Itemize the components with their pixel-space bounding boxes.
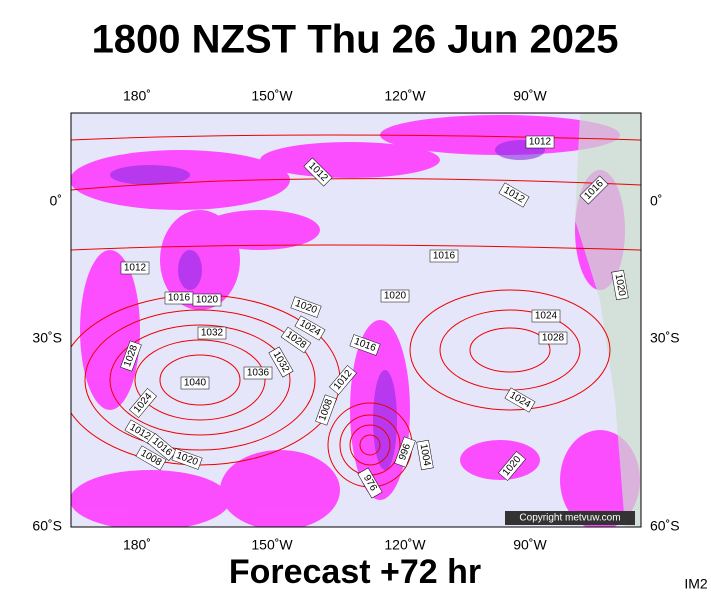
lon-label-top: 180˚ <box>123 88 151 104</box>
isobar-label-box <box>192 293 222 307</box>
lat-label-right: 0˚ <box>650 193 662 209</box>
lon-label-top: 120˚W <box>384 88 426 104</box>
isobar-label-box <box>180 376 210 390</box>
isobar-label-group: 1020 <box>192 293 222 307</box>
map-field <box>71 113 641 527</box>
isobar-label-group: 1012 <box>120 261 150 275</box>
forecast: Forecast +72 hr <box>229 553 481 591</box>
isobar-label-box <box>171 448 203 470</box>
lon-label-top: 150˚W <box>251 88 293 104</box>
lon-label-bottom: 120˚W <box>384 537 426 553</box>
isobar-label-group: 1004 <box>416 439 434 471</box>
lat-label-left: 60˚S <box>32 518 62 534</box>
isobar-label-group: 1036 <box>243 366 273 380</box>
isobar-label: 1016 <box>168 293 191 304</box>
isobar-label-group: 1028 <box>538 331 568 345</box>
title: 1800 NZST Thu 26 Jun 2025 <box>92 18 619 62</box>
lon-label-top: 90˚W <box>513 88 547 104</box>
isobar-label: 1032 <box>201 328 224 339</box>
isobar-label-box <box>197 326 227 340</box>
isobar-label-box <box>315 394 337 426</box>
isobar-label-box <box>243 366 273 380</box>
copyright-box <box>505 511 635 525</box>
lat-label-right: 60˚S <box>650 518 680 534</box>
isobar-label: 1004 <box>418 443 433 467</box>
isobar-label-box <box>416 439 434 471</box>
isobar-label-box <box>280 326 312 354</box>
lat-label-left: 0˚ <box>50 193 62 209</box>
isobar-label-box <box>294 315 326 341</box>
isobar-label-group: 1012 <box>525 135 555 149</box>
isobar-label-box <box>147 433 177 461</box>
lat-label-left: 30˚S <box>32 330 62 346</box>
isobar-label: 1012 <box>529 137 552 148</box>
isobar-label-group: 1016 <box>429 249 459 263</box>
lon-label-bottom: 90˚W <box>513 537 547 553</box>
isobar-label-group: 1020 <box>380 289 410 303</box>
isobar-label-box <box>329 365 357 395</box>
isobar-label-box <box>525 135 555 149</box>
isobar-label-group: 1032 <box>197 326 227 340</box>
isobar-label-box <box>531 309 561 323</box>
isobar-label-box <box>538 331 568 345</box>
isobar-label-group: 996 <box>394 436 416 468</box>
isobar-label-box <box>120 261 150 275</box>
isobar-label-box <box>504 387 536 413</box>
isobar-label-box <box>290 296 322 318</box>
isobar-label-box <box>349 334 381 356</box>
isobar-label: 1040 <box>184 378 207 389</box>
isobar-label-box <box>498 451 526 481</box>
isobar-label-box <box>268 346 294 378</box>
map-frame <box>70 112 642 528</box>
isobar-label: 1012 <box>124 263 147 274</box>
isobar-label-box <box>129 388 157 418</box>
isobar-label-box <box>380 289 410 303</box>
lon-label-bottom: 180˚ <box>123 537 151 553</box>
copyright: Copyright metvuw.com <box>519 513 620 524</box>
isobar-label: 1020 <box>613 273 628 297</box>
lon-label-bottom: 150˚W <box>251 537 293 553</box>
isobar-label-box <box>120 340 142 372</box>
isobar-label-box <box>498 182 530 208</box>
image-code: IM2 <box>684 576 708 592</box>
isobar-label-group: 1040 <box>180 376 210 390</box>
lat-label-right: 30˚S <box>650 330 680 346</box>
isobar-label: 1020 <box>384 291 407 302</box>
isobar-label-group: 1020 <box>611 269 629 301</box>
isobar-label: 1024 <box>535 311 558 322</box>
isobar-label-box <box>429 249 459 263</box>
isobar-label-box <box>394 436 416 468</box>
isobar-label: 1020 <box>196 295 219 306</box>
isobar-label: 1036 <box>247 368 270 379</box>
isobar-label-box <box>135 445 167 471</box>
isobar-label: 1016 <box>433 251 456 262</box>
isobar-label-box <box>611 269 629 301</box>
isobar-label-group: 1024 <box>531 309 561 323</box>
isobar-label-box <box>579 175 609 205</box>
isobar-label: 1028 <box>542 333 565 344</box>
isobar-label-box <box>357 467 383 499</box>
isobar-label-box <box>303 157 333 187</box>
isobar-label-group: 1016 <box>164 291 194 305</box>
